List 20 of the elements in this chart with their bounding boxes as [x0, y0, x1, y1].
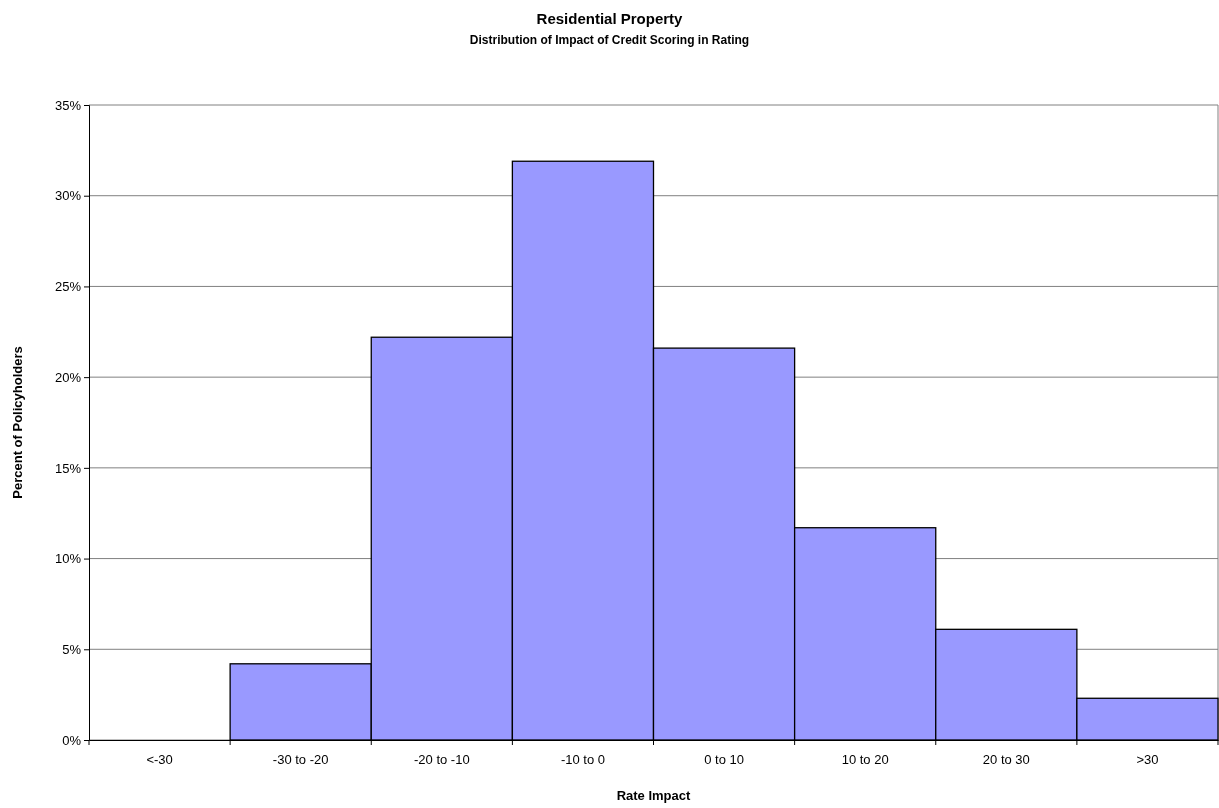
x-tick-label: <-30 — [146, 751, 173, 767]
x-tick-label: 0 to 10 — [704, 751, 744, 767]
y-tick-label: 30% — [54, 188, 82, 204]
y-tick-label: 35% — [54, 97, 82, 113]
x-tick-label: -20 to -10 — [413, 751, 470, 767]
x-tick-label: 10 to 20 — [841, 751, 889, 767]
y-tick-label: 10% — [54, 551, 82, 567]
y-tick-label: 15% — [54, 460, 82, 476]
x-tick-label: 20 to 30 — [982, 751, 1030, 767]
chart-subtitle: Distribution of Impact of Credit Scoring in Rating — [469, 33, 750, 47]
x-axis-title: Rate Impact — [616, 788, 692, 803]
y-tick-label: 5% — [62, 641, 82, 657]
y-tick-label: 0% — [62, 732, 82, 748]
y-tick-label: 20% — [54, 369, 82, 385]
chart-title: Residential Property — [536, 10, 684, 27]
y-axis-title: Percent of Policyholders — [10, 346, 25, 499]
y-tick-label: 25% — [54, 279, 82, 295]
x-tick-label: -30 to -20 — [272, 751, 329, 767]
x-tick-label: >30 — [1136, 751, 1159, 767]
x-tick-label: -10 to 0 — [560, 751, 605, 767]
